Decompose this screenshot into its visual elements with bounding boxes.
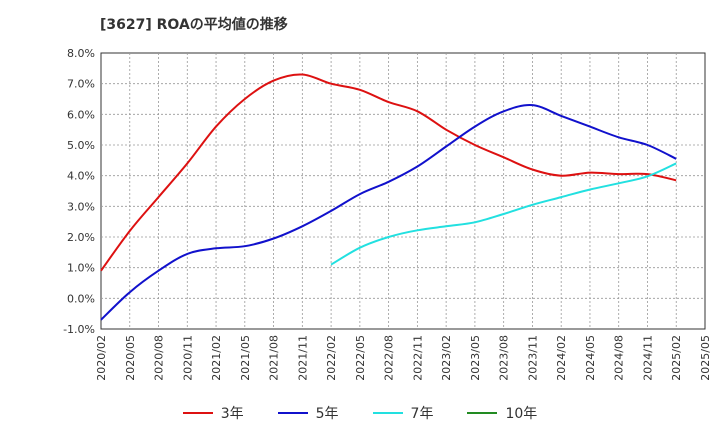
x-tick-label: 2020/02 (95, 335, 108, 381)
legend-swatch (467, 412, 498, 414)
series-line-1 (100, 104, 677, 321)
y-tick-label: 0.0% (67, 292, 95, 305)
y-tick-label: 3.0% (67, 200, 95, 213)
x-tick-label: 2024/11 (641, 335, 654, 381)
x-tick-label: 2025/02 (670, 335, 683, 381)
legend-label: 3年 (220, 406, 244, 422)
series-line-0 (100, 73, 677, 272)
x-tick-label: 2021/08 (268, 335, 281, 381)
legend-label: 5年 (315, 406, 339, 422)
x-tick-label: 2022/08 (383, 335, 396, 381)
x-tick-label: 2020/08 (153, 335, 166, 381)
y-tick-label: 8.0% (67, 47, 95, 60)
x-tick-label: 2020/05 (124, 335, 137, 381)
x-tick-label: 2021/05 (239, 335, 252, 381)
x-tick-label: 2023/02 (440, 335, 453, 381)
chart-title: [3627] ROAの平均値の推移 (100, 17, 288, 33)
y-tick-label: 2.0% (67, 231, 95, 244)
legend-swatch (372, 412, 403, 414)
plot-area (100, 52, 706, 330)
series-line-2 (330, 162, 677, 266)
legend-item-1: 5年 (277, 403, 339, 423)
x-tick-label: 2021/02 (210, 335, 223, 381)
legend-swatch (277, 412, 308, 414)
legend-label: 10年 (505, 406, 538, 422)
x-tick-label: 2020/11 (181, 335, 194, 381)
x-tick-label: 2022/02 (325, 335, 338, 381)
x-tick-label: 2025/05 (699, 335, 712, 381)
y-tick-label: -1.0% (63, 323, 95, 336)
y-tick-label: 7.0% (67, 78, 95, 91)
chart-legend: 3年 5年 7年 10年 (0, 403, 720, 423)
x-tick-label: 2021/11 (296, 335, 309, 381)
y-tick-label: 4.0% (67, 170, 95, 183)
x-tick-label: 2023/08 (498, 335, 511, 381)
x-tick-label: 2022/11 (411, 335, 424, 381)
legend-item-3: 10年 (467, 403, 537, 423)
x-tick-label: 2024/02 (555, 335, 568, 381)
x-tick-label: 2023/05 (469, 335, 482, 381)
x-tick-label: 2024/08 (613, 335, 626, 381)
y-tick-label: 5.0% (67, 139, 95, 152)
legend-label: 7年 (410, 406, 434, 422)
x-tick-label: 2023/11 (526, 335, 539, 381)
legend-swatch (182, 412, 213, 414)
legend-item-0: 3年 (182, 403, 244, 423)
legend-item-2: 7年 (372, 403, 434, 423)
y-tick-label: 1.0% (67, 262, 95, 275)
x-tick-label: 2024/05 (584, 335, 597, 381)
x-tick-label: 2022/05 (354, 335, 367, 381)
y-tick-label: 6.0% (67, 108, 95, 121)
